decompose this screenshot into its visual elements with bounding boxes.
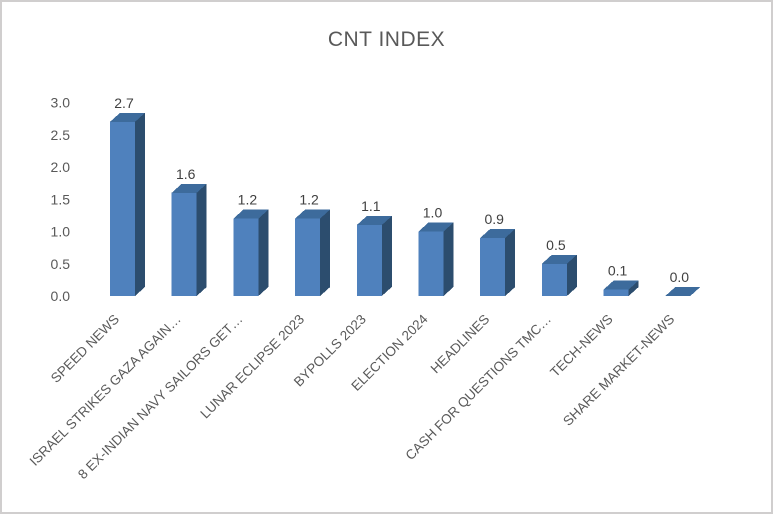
bar-value-label: 0.9 [484, 211, 504, 227]
false: bar-front-face [356, 225, 382, 296]
false: bar-top-face [295, 209, 331, 219]
false: bar-front-face [233, 218, 259, 296]
y-axis-tick-label: 0.5 [51, 256, 71, 272]
false: bar-top-face [356, 216, 392, 226]
bar-value-label: 1.0 [423, 205, 443, 221]
bar-value-label: 1.6 [176, 166, 196, 182]
false: bar-front-face [171, 192, 197, 296]
x-axis-category-label: TECH-NEWS [547, 312, 615, 380]
false: bar-top-face [418, 222, 454, 232]
false: bar-top-face [171, 183, 207, 193]
false: bar-top-face [603, 280, 639, 290]
y-axis-tick-label: 0.0 [51, 288, 71, 304]
false: bar-front-face [295, 218, 321, 296]
false: bar-top-face [541, 254, 577, 264]
false: bar-side-face [196, 183, 207, 296]
y-axis-tick-label: 2.5 [51, 127, 71, 143]
x-axis-category-label: HEADLINES [428, 312, 493, 377]
false: bar-side-face [258, 209, 269, 296]
bar-value-label: 1.1 [361, 198, 381, 214]
chart-title: CNT INDEX [327, 28, 446, 51]
false: bar-top-face [665, 287, 701, 296]
false: bar-front-face [418, 231, 444, 296]
false: bar-side-face [628, 280, 639, 296]
bar-value-label: 1.2 [238, 192, 258, 208]
false: bar-top-face [110, 112, 145, 122]
bar-value-label: 0.1 [608, 263, 628, 279]
bar-value-label: 2.7 [114, 95, 134, 111]
y-axis-tick-label: 1.5 [51, 191, 71, 207]
false: bar-front-face [110, 121, 135, 296]
false: bar-top-face [233, 209, 269, 219]
bar-value-label: 0.5 [546, 237, 566, 253]
false: bar-front-face [480, 237, 506, 296]
false: bar-front-face [541, 263, 567, 296]
x-axis-category-label: LUNAR ECLIPSE 2023 [197, 312, 307, 422]
false: bar-side-face [381, 216, 392, 296]
y-axis-tick-label: 2.0 [51, 159, 71, 175]
false: bar-front-face [603, 289, 629, 296]
bar-value-label: 0.0 [670, 269, 690, 285]
false: bar-side-face [566, 254, 577, 296]
y-axis-tick-label: 3.0 [51, 95, 71, 111]
false: bar-side-face [443, 222, 454, 296]
false: bar-side-face [135, 112, 145, 296]
false: bar-top-face [480, 228, 516, 238]
false: bar-side-face [505, 228, 516, 296]
y-axis-tick-label: 1.0 [51, 224, 71, 240]
x-axis-category-label: SHARE MARKET-NEWS [560, 312, 677, 429]
bar-value-label: 1.2 [299, 192, 319, 208]
false: bar-side-face [320, 209, 331, 296]
